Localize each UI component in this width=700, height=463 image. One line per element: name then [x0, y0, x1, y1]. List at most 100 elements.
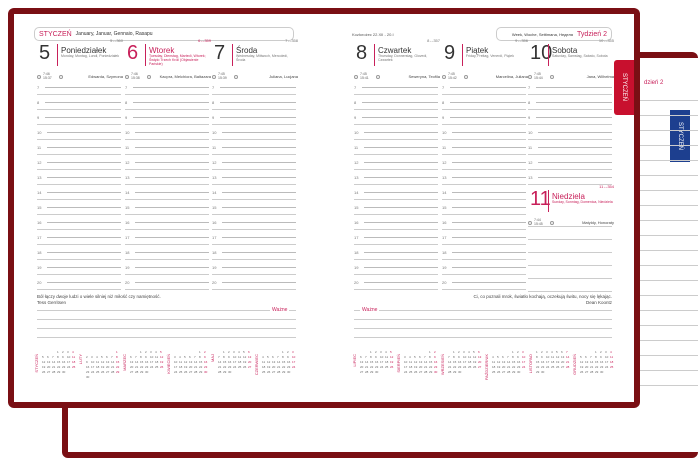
hour-row[interactable]: 17: [442, 230, 526, 245]
hour-row[interactable]: 15: [354, 200, 438, 215]
hour-row[interactable]: 14: [442, 185, 526, 200]
hour-row[interactable]: 14: [125, 185, 209, 200]
hour-row[interactable]: 15: [37, 200, 121, 215]
hour-row[interactable]: 16: [442, 215, 526, 230]
hour-row[interactable]: 12: [442, 155, 526, 170]
notes-line[interactable]: [37, 337, 296, 338]
hour-row[interactable]: 18: [37, 245, 121, 260]
hour-row[interactable]: 8: [354, 95, 438, 110]
hour-row[interactable]: 19: [125, 260, 209, 275]
hour-row[interactable]: 14: [37, 185, 121, 200]
hour-row[interactable]: 7: [528, 80, 612, 95]
hour-row[interactable]: 20: [354, 275, 438, 290]
hour-row[interactable]: 15: [125, 200, 209, 215]
notes-line[interactable]: [354, 310, 612, 311]
notes-line[interactable]: [354, 337, 612, 338]
hour-row[interactable]: 18: [442, 245, 526, 260]
hour-row[interactable]: 14: [212, 185, 296, 200]
hour-row[interactable]: 9: [442, 110, 526, 125]
hour-row[interactable]: 13: [37, 170, 121, 185]
hour-row[interactable]: 18: [212, 245, 296, 260]
hour-row[interactable]: 7: [212, 80, 296, 95]
hour-row[interactable]: 11: [125, 140, 209, 155]
hour-row[interactable]: 9: [354, 110, 438, 125]
hour-row[interactable]: 9: [212, 110, 296, 125]
hour-label: 16: [354, 219, 359, 225]
writing-line: [538, 176, 612, 178]
hour-row[interactable]: 19: [442, 260, 526, 275]
mini-day: 16: [145, 360, 149, 364]
hour-row[interactable]: 10: [37, 125, 121, 140]
mini-day: 7: [111, 355, 113, 359]
hour-row[interactable]: 7: [125, 80, 209, 95]
notes-line[interactable]: [37, 310, 296, 311]
mini-day: 7: [507, 355, 509, 359]
hour-row[interactable]: 13: [354, 170, 438, 185]
hour-row[interactable]: 18: [125, 245, 209, 260]
hour-row[interactable]: 12: [125, 155, 209, 170]
back-page-line: [640, 250, 698, 251]
hour-row[interactable]: 8: [442, 95, 526, 110]
quote-author: Dean Koontz: [585, 300, 612, 305]
hour-row[interactable]: 20: [212, 275, 296, 290]
hour-row[interactable]: 16: [354, 215, 438, 230]
hour-row[interactable]: 12: [528, 155, 612, 170]
day-translations: Thursday, Donnerstag, Giovedì, Czwartek: [378, 54, 428, 62]
hour-row[interactable]: 11: [37, 140, 121, 155]
hour-row[interactable]: 7: [442, 80, 526, 95]
hour-row[interactable]: 10: [212, 125, 296, 140]
hour-row[interactable]: 12: [354, 155, 438, 170]
hour-row[interactable]: 8: [37, 95, 121, 110]
hour-row[interactable]: 20: [37, 275, 121, 290]
hour-row[interactable]: 8: [528, 95, 612, 110]
mini-day: 12: [267, 360, 271, 364]
hour-row[interactable]: 14: [354, 185, 438, 200]
notes-line[interactable]: [354, 328, 612, 329]
hour-row[interactable]: 12: [37, 155, 121, 170]
hour-row[interactable]: 16: [125, 215, 209, 230]
hour-row[interactable]: 13: [125, 170, 209, 185]
mini-day: 2: [434, 350, 436, 354]
hour-row[interactable]: 19: [37, 260, 121, 275]
hour-row[interactable]: 15: [442, 200, 526, 215]
hour-row[interactable]: 9: [528, 110, 612, 125]
hour-row[interactable]: 7: [37, 80, 121, 95]
hour-row[interactable]: 19: [354, 260, 438, 275]
hour-row[interactable]: 17: [212, 230, 296, 245]
hour-row[interactable]: 17: [125, 230, 209, 245]
hour-row[interactable]: 11: [528, 140, 612, 155]
hour-row[interactable]: 13: [212, 170, 296, 185]
hour-row[interactable]: 20: [125, 275, 209, 290]
hour-row[interactable]: 9: [37, 110, 121, 125]
hour-row[interactable]: 17: [354, 230, 438, 245]
hour-row[interactable]: 13: [528, 170, 612, 185]
hour-row[interactable]: 10: [528, 125, 612, 140]
notes-line[interactable]: [37, 328, 296, 329]
hour-row[interactable]: 20: [442, 275, 526, 290]
hour-row[interactable]: 16: [37, 215, 121, 230]
hour-row[interactable]: 8: [125, 95, 209, 110]
notes-line[interactable]: [37, 319, 296, 320]
hour-row[interactable]: 12: [212, 155, 296, 170]
hour-row[interactable]: 18: [354, 245, 438, 260]
mini-day: 28: [194, 370, 198, 374]
hour-row[interactable]: 11: [212, 140, 296, 155]
mini-day: [116, 375, 121, 379]
hour-row[interactable]: 13: [442, 170, 526, 185]
hour-row[interactable]: 15: [212, 200, 296, 215]
mini-day: 16: [600, 360, 604, 364]
hour-row[interactable]: 10: [442, 125, 526, 140]
hour-row[interactable]: 17: [37, 230, 121, 245]
hour-row[interactable]: 11: [354, 140, 438, 155]
month-tab[interactable]: STYCZEŃ: [614, 60, 634, 115]
hour-row[interactable]: 16: [212, 215, 296, 230]
hour-row[interactable]: 11: [442, 140, 526, 155]
hour-row[interactable]: 10: [125, 125, 209, 140]
hour-row[interactable]: 9: [125, 110, 209, 125]
notes-line[interactable]: [354, 319, 612, 320]
hour-row[interactable]: 19: [212, 260, 296, 275]
hour-row[interactable]: 8: [212, 95, 296, 110]
back-month-tab[interactable]: STYCZEŃ: [670, 110, 690, 162]
hour-row[interactable]: 7: [354, 80, 438, 95]
hour-row[interactable]: 10: [354, 125, 438, 140]
